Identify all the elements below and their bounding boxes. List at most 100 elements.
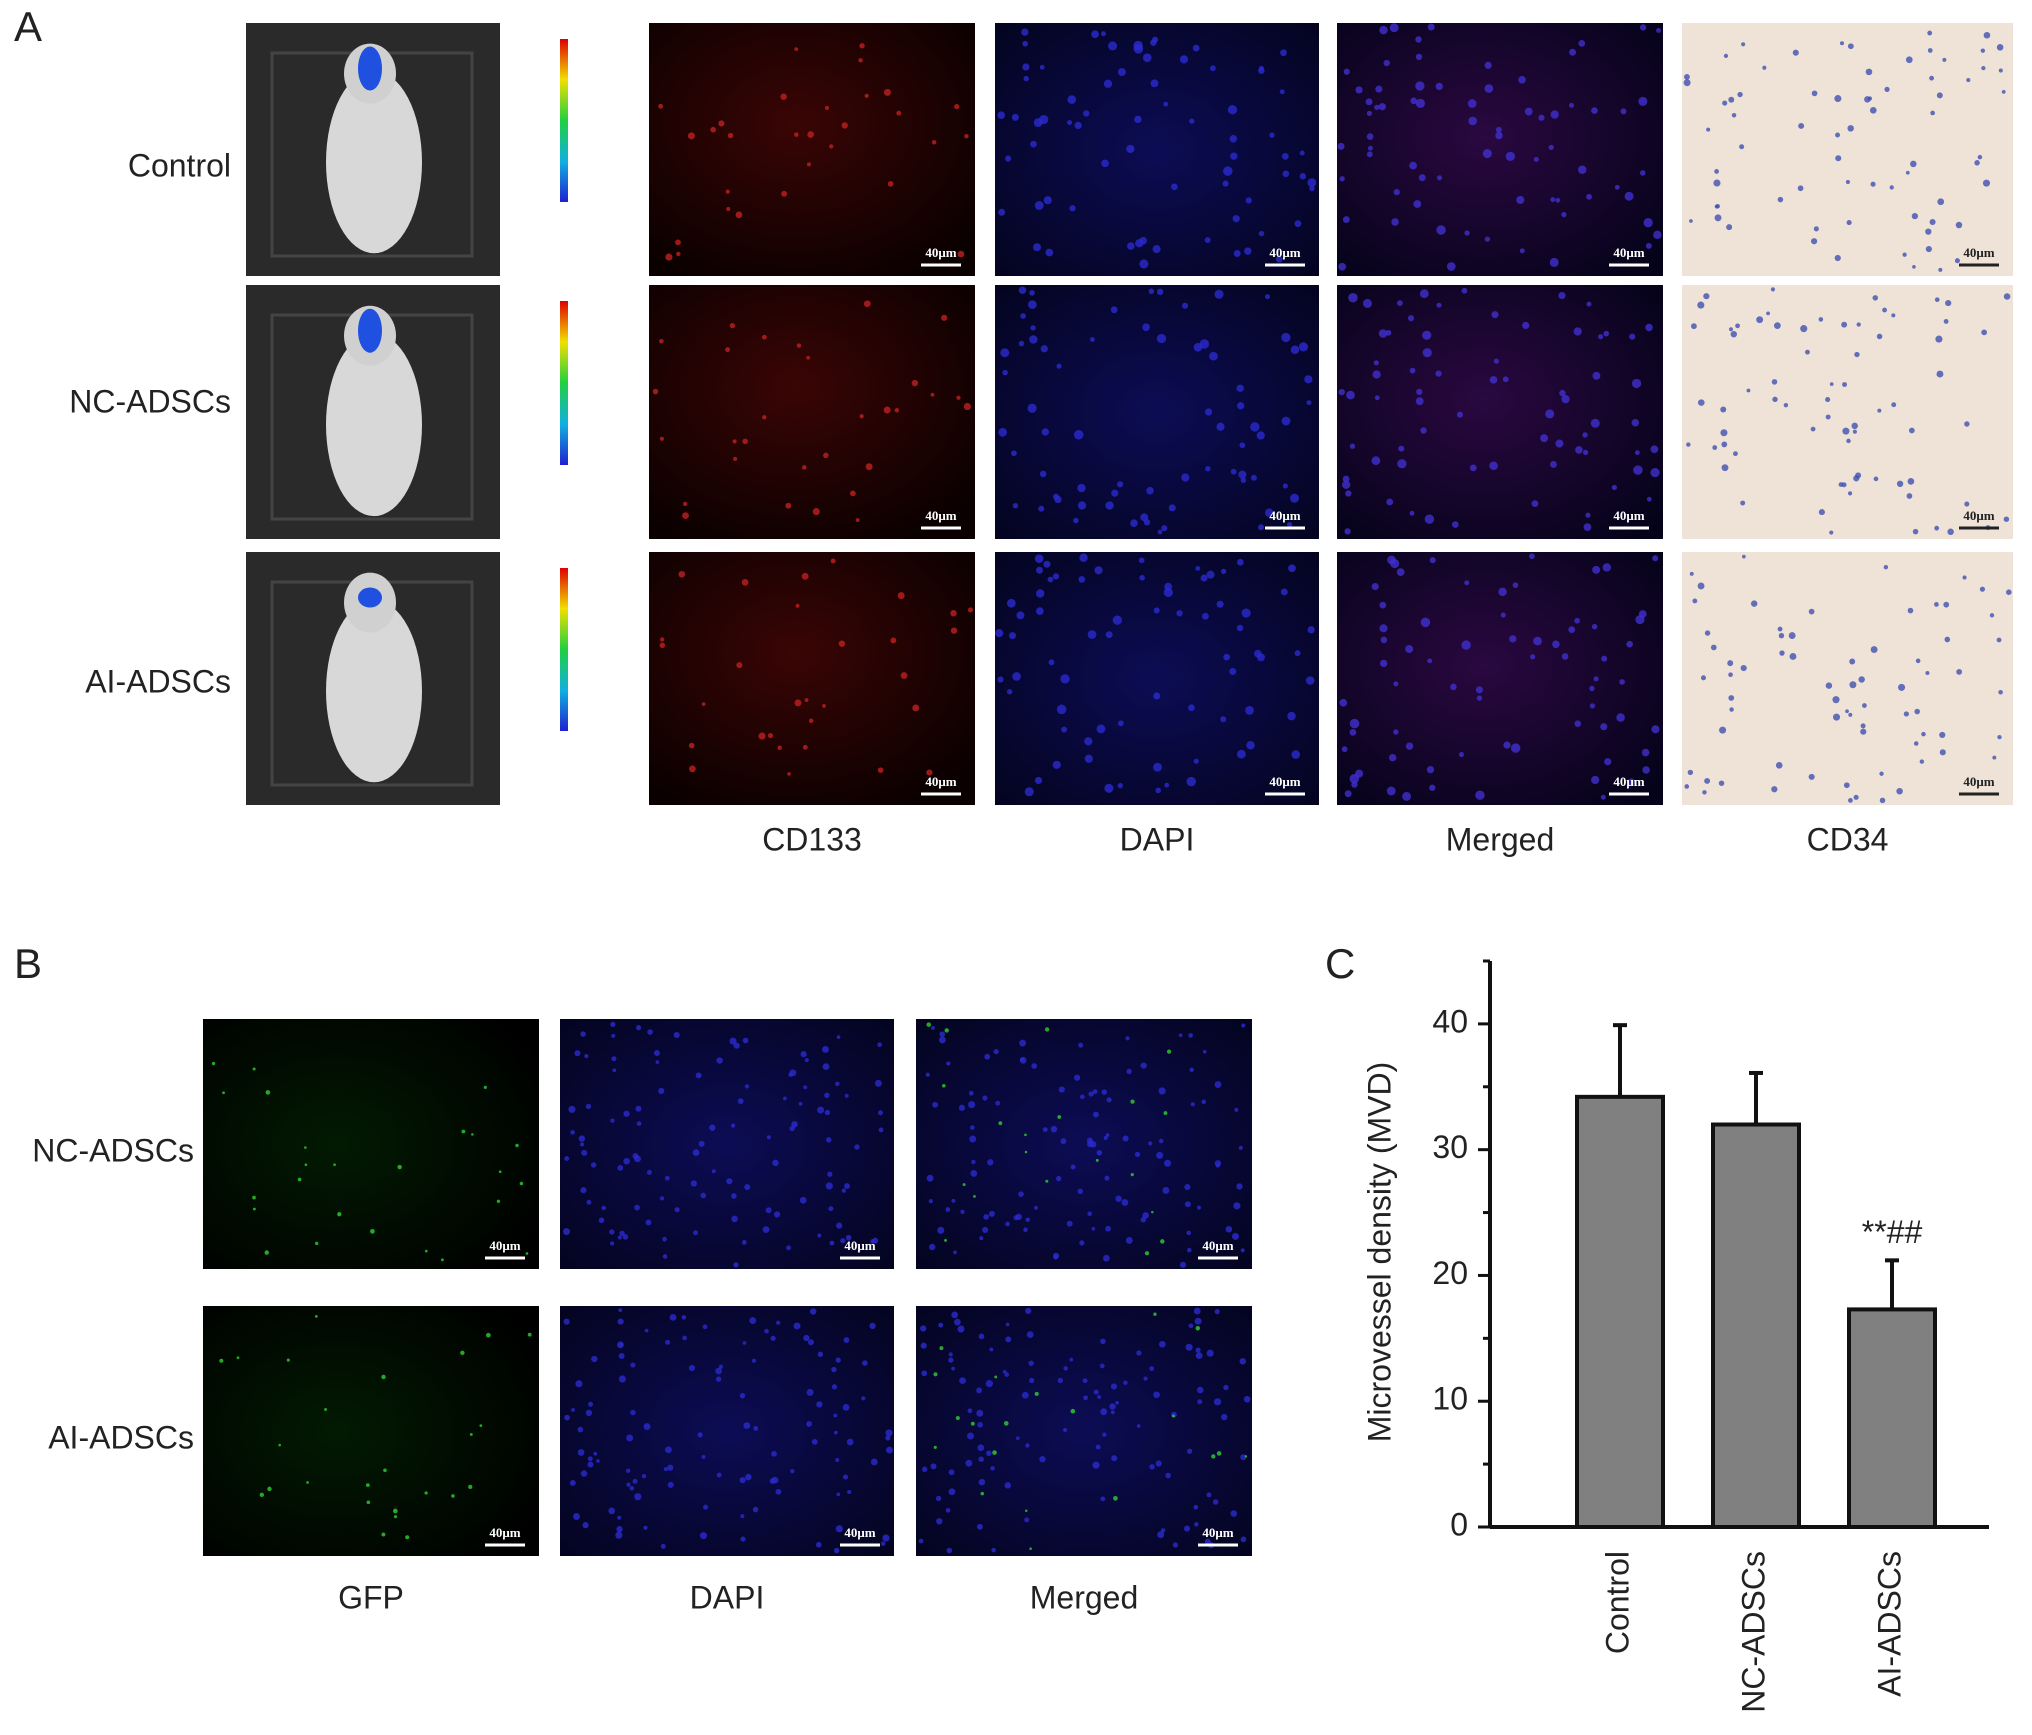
cell (1110, 1383, 1118, 1390)
cell (772, 1159, 779, 1167)
cell (585, 1103, 592, 1110)
cell (824, 1109, 831, 1116)
cell (1240, 1454, 1247, 1461)
cell (824, 105, 830, 111)
cell (1461, 287, 1468, 294)
cell (771, 1450, 777, 1457)
cell (1843, 782, 1850, 789)
cell (1915, 658, 1921, 664)
cell (1829, 382, 1834, 386)
cell (1130, 519, 1138, 527)
cell (580, 1031, 586, 1037)
cell (1598, 334, 1604, 340)
cell (1818, 317, 1824, 322)
cell (1160, 1528, 1166, 1533)
cell (1070, 1164, 1076, 1170)
cell (1078, 576, 1086, 583)
cell (1512, 582, 1519, 589)
cell (1122, 1135, 1129, 1142)
cell (781, 190, 788, 197)
cell (977, 1444, 985, 1452)
cell (1766, 311, 1770, 316)
cell (586, 1199, 592, 1205)
cell (733, 1042, 740, 1049)
cell (1373, 360, 1379, 366)
cell (1063, 1366, 1068, 1371)
cell (1040, 345, 1048, 353)
cell (1697, 582, 1705, 590)
cell (1018, 340, 1025, 347)
cell (1653, 230, 1662, 240)
cell (1142, 53, 1152, 62)
cell (1419, 289, 1429, 299)
cell (662, 1254, 668, 1259)
cell (1600, 794, 1606, 800)
cell (1153, 762, 1162, 772)
cell (1896, 480, 1904, 488)
cell (655, 1060, 660, 1064)
cell (1869, 106, 1877, 114)
cell (1371, 582, 1379, 591)
cell (1469, 464, 1477, 472)
cell (1577, 165, 1587, 175)
cell (912, 704, 920, 712)
cell (1930, 110, 1935, 116)
cell (1234, 1107, 1239, 1112)
cell (1825, 414, 1831, 420)
cell (1082, 1378, 1088, 1384)
cell (1927, 48, 1933, 53)
cell (957, 250, 965, 258)
cell (967, 607, 974, 613)
cell (1042, 1127, 1048, 1133)
cell (997, 676, 1004, 683)
cell (1435, 82, 1443, 91)
cell (1574, 617, 1581, 624)
cell (569, 1480, 576, 1486)
cell (1105, 631, 1113, 639)
cell (791, 1121, 798, 1128)
cell (886, 1446, 893, 1454)
cell (711, 1169, 716, 1174)
cell (1060, 1138, 1067, 1145)
cell (790, 1468, 795, 1474)
cell (1852, 429, 1857, 434)
cell (1645, 323, 1653, 332)
cell (1029, 335, 1038, 344)
cell (1847, 43, 1854, 50)
cell (1592, 565, 1601, 574)
cell (1036, 607, 1044, 616)
cell (580, 1187, 587, 1194)
cell (1148, 1141, 1153, 1146)
cell (1731, 113, 1737, 118)
cell (1005, 155, 1012, 162)
cell (1020, 313, 1026, 319)
cell (939, 1346, 944, 1351)
cell (1583, 523, 1592, 532)
cell (1239, 442, 1246, 449)
cell (469, 1433, 473, 1436)
cell (1805, 349, 1810, 355)
cell (660, 1543, 666, 1549)
cell (1884, 86, 1890, 92)
cell (1409, 161, 1417, 170)
cell (1833, 713, 1841, 721)
cell (1243, 1395, 1251, 1403)
cell (1446, 262, 1456, 271)
cell (1281, 416, 1291, 426)
cell (653, 1049, 660, 1056)
cell (1721, 464, 1729, 472)
cell (1627, 778, 1635, 786)
cell (1240, 1536, 1247, 1543)
cell (1209, 351, 1218, 361)
cell (732, 439, 737, 444)
cell (1714, 169, 1719, 174)
cell (833, 1430, 838, 1435)
cell (954, 1318, 961, 1326)
cell (1250, 474, 1257, 481)
cell (1569, 48, 1577, 56)
cell (1254, 649, 1262, 658)
cell (846, 1438, 854, 1446)
cell (662, 1236, 667, 1242)
cell (525, 1252, 529, 1255)
cell (688, 742, 695, 749)
